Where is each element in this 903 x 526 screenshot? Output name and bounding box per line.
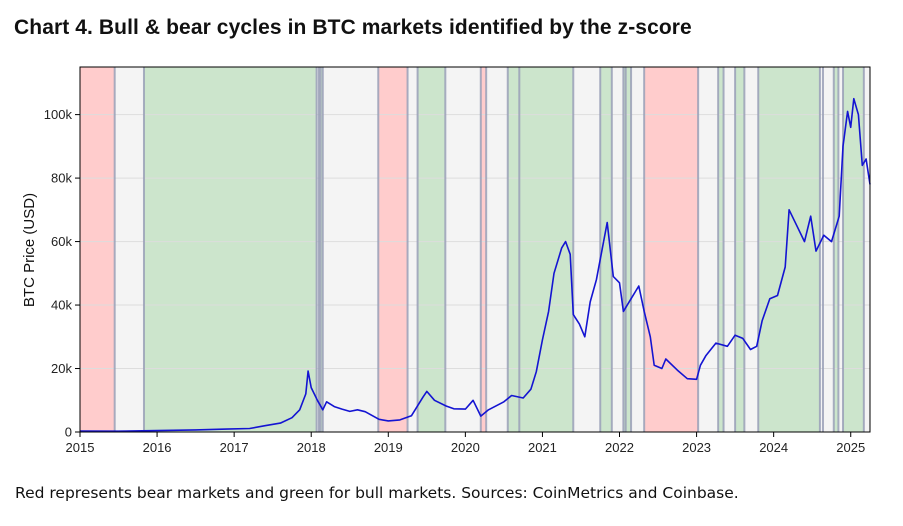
- regime-band-bull: [507, 67, 520, 432]
- x-tick-label: 2017: [220, 440, 249, 455]
- regime-band-neutral: [838, 67, 844, 432]
- plot-frame: [79, 66, 871, 433]
- regime-band-neutral: [698, 67, 719, 432]
- y-tick-label: 80k: [51, 171, 72, 186]
- y-axis-ticks: 0 20k 40k 60k 80k 100k: [44, 107, 80, 440]
- regime-band-neutral: [631, 67, 645, 432]
- regime-band-bear: [480, 67, 487, 432]
- regime-band-bull: [623, 67, 632, 432]
- x-tick-label: 2025: [836, 440, 865, 455]
- regime-band-neutral: [322, 67, 379, 432]
- regime-band-bull: [718, 67, 724, 432]
- regime-band-bull: [735, 67, 745, 432]
- regime-band-bull: [519, 67, 574, 432]
- x-tick-label: 2016: [143, 440, 172, 455]
- y-tick-label: 0: [65, 425, 72, 440]
- x-tick-label: 2024: [759, 440, 788, 455]
- regime-bands: [80, 67, 870, 432]
- x-tick-label: 2020: [451, 440, 480, 455]
- regime-band-bull: [843, 67, 864, 432]
- regime-band-neutral: [744, 67, 759, 432]
- y-tick-label: 60k: [51, 234, 72, 249]
- regime-band-bear: [644, 67, 699, 432]
- regime-band-bull: [758, 67, 820, 432]
- regime-band-neutral: [723, 67, 736, 432]
- regime-band-neutral: [486, 67, 508, 432]
- x-tick-label: 2023: [682, 440, 711, 455]
- x-tick-label: 2021: [528, 440, 557, 455]
- regime-boundaries: [113, 67, 865, 432]
- regime-band-neutral: [611, 67, 624, 432]
- regime-band-neutral: [863, 67, 870, 432]
- chart-title: Chart 4. Bull & bear cycles in BTC marke…: [14, 16, 692, 39]
- regime-band-bear: [378, 67, 408, 432]
- y-axis-label: BTC Price (USD): [21, 193, 38, 307]
- regime-band-bull: [600, 67, 612, 432]
- x-axis-ticks: 2015 2016 2017 2018 2019 2020 2021 2022 2023 2024…: [66, 432, 865, 455]
- x-tick-label: 2019: [374, 440, 403, 455]
- regime-band-neutral: [407, 67, 418, 432]
- regime-band-bull: [320, 67, 323, 432]
- regime-band-bull: [833, 67, 839, 432]
- regime-band-neutral: [573, 67, 601, 432]
- chart-caption: Red represents bear markets and green fo…: [15, 484, 739, 502]
- y-tick-label: 40k: [51, 298, 72, 313]
- x-tick-label: 2018: [297, 440, 326, 455]
- regime-band-bull: [143, 67, 317, 432]
- x-tick-label: 2022: [605, 440, 634, 455]
- regime-band-neutral: [445, 67, 481, 432]
- btc-price-line: [79, 97, 871, 432]
- y-tick-label: 100k: [44, 107, 73, 122]
- regime-band-bear: [80, 67, 115, 432]
- regime-band-neutral: [819, 67, 834, 432]
- regime-band-bull: [417, 67, 446, 432]
- regime-band-neutral: [114, 67, 144, 432]
- x-tick-label: 2015: [66, 440, 95, 455]
- y-tick-label: 20k: [51, 361, 72, 376]
